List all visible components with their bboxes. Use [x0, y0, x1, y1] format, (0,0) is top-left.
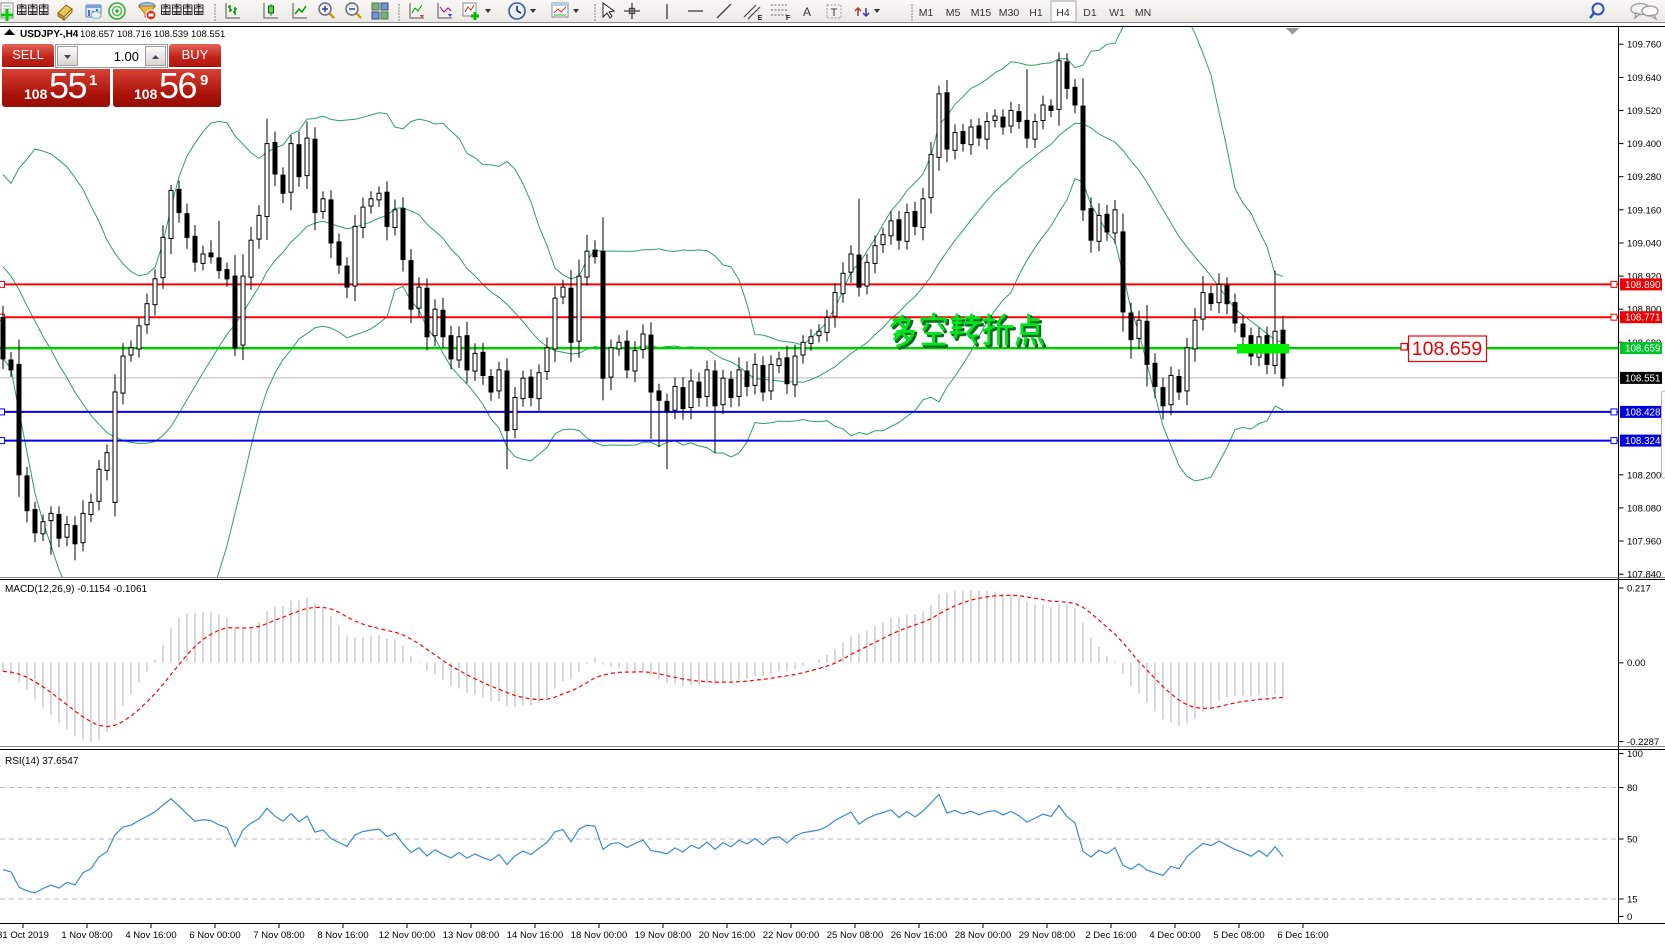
svg-text:M5: M5 [946, 7, 961, 19]
svg-text:6 Nov 00:00: 6 Nov 00:00 [189, 930, 240, 941]
svg-text:108.659: 108.659 [1625, 344, 1660, 355]
svg-text:26 Nov 16:00: 26 Nov 16:00 [891, 930, 948, 941]
svg-text:29 Nov 08:00: 29 Nov 08:00 [1019, 930, 1076, 941]
svg-text:4 Nov 16:00: 4 Nov 16:00 [125, 930, 176, 941]
svg-text:RSI(14) 37.6547: RSI(14) 37.6547 [5, 756, 79, 767]
svg-text:20 Nov 16:00: 20 Nov 16:00 [699, 930, 756, 941]
svg-text:25 Nov 08:00: 25 Nov 08:00 [827, 930, 884, 941]
svg-text:28 Nov 00:00: 28 Nov 00:00 [955, 930, 1012, 941]
svg-text:107.840: 107.840 [1627, 570, 1661, 581]
svg-text:USDJPY-,H4: USDJPY-,H4 [20, 29, 79, 40]
svg-text:H4: H4 [1056, 7, 1070, 19]
svg-text:109.520: 109.520 [1627, 106, 1661, 117]
svg-text:4 Dec 00:00: 4 Dec 00:00 [1149, 930, 1200, 941]
svg-text:-0.2287: -0.2287 [1627, 737, 1659, 748]
svg-text:18 Nov 00:00: 18 Nov 00:00 [571, 930, 628, 941]
svg-text:W1: W1 [1109, 7, 1125, 19]
svg-text:31 Oct 2019: 31 Oct 2019 [0, 930, 49, 941]
svg-text:MN: MN [1135, 7, 1151, 19]
svg-text:108.659: 108.659 [1412, 338, 1483, 360]
svg-text:108.324: 108.324 [1625, 436, 1661, 447]
svg-text:109.760: 109.760 [1627, 40, 1661, 51]
svg-text:T: T [831, 7, 838, 19]
svg-text:109.280: 109.280 [1627, 172, 1661, 183]
svg-text:7 Nov 08:00: 7 Nov 08:00 [253, 930, 304, 941]
svg-text:M30: M30 [999, 7, 1020, 19]
svg-text:0.00: 0.00 [1627, 658, 1646, 669]
svg-text:108.200: 108.200 [1627, 470, 1661, 481]
svg-text:19 Nov 08:00: 19 Nov 08:00 [635, 930, 692, 941]
svg-text:109.640: 109.640 [1627, 73, 1661, 84]
svg-text:F: F [786, 15, 791, 22]
svg-text:1 Nov 08:00: 1 Nov 08:00 [61, 930, 112, 941]
svg-text:0.217: 0.217 [1627, 584, 1651, 595]
svg-text:A: A [803, 5, 811, 19]
svg-text:109.160: 109.160 [1627, 205, 1661, 216]
svg-text:0: 0 [1627, 912, 1632, 923]
svg-text:50: 50 [1627, 835, 1638, 846]
svg-text:108.890: 108.890 [1625, 280, 1661, 291]
svg-text:109.040: 109.040 [1627, 239, 1661, 250]
svg-text:2 Dec 16:00: 2 Dec 16:00 [1085, 930, 1136, 941]
svg-text:14 Nov 16:00: 14 Nov 16:00 [507, 930, 564, 941]
svg-text:13 Nov 08:00: 13 Nov 08:00 [443, 930, 500, 941]
svg-text:15: 15 [1627, 895, 1638, 906]
svg-text:H1: H1 [1029, 7, 1043, 19]
svg-text:8 Nov 16:00: 8 Nov 16:00 [317, 930, 368, 941]
svg-text:109.400: 109.400 [1627, 139, 1661, 150]
svg-text:M15: M15 [971, 7, 992, 19]
svg-text:80: 80 [1627, 783, 1638, 794]
svg-text:100: 100 [1627, 749, 1643, 760]
svg-text:D1: D1 [1083, 7, 1097, 19]
svg-text:MACD(12,26,9) -0.1154 -0.1061: MACD(12,26,9) -0.1154 -0.1061 [5, 584, 148, 595]
svg-text:6 Dec 16:00: 6 Dec 16:00 [1277, 930, 1328, 941]
svg-text:108.428: 108.428 [1625, 407, 1661, 418]
svg-text:108.551: 108.551 [1625, 373, 1660, 384]
svg-text:108.657 108.716 108.539 108.55: 108.657 108.716 108.539 108.551 [80, 29, 225, 40]
svg-text:12 Nov 00:00: 12 Nov 00:00 [379, 930, 436, 941]
svg-text:108.771: 108.771 [1625, 313, 1660, 324]
svg-text:107.960: 107.960 [1627, 537, 1661, 548]
svg-text:E: E [758, 15, 763, 22]
svg-text:22 Nov 00:00: 22 Nov 00:00 [763, 930, 820, 941]
svg-text:M1: M1 [919, 7, 934, 19]
svg-text:5 Dec 08:00: 5 Dec 08:00 [1213, 930, 1264, 941]
svg-text:108.080: 108.080 [1627, 503, 1661, 514]
